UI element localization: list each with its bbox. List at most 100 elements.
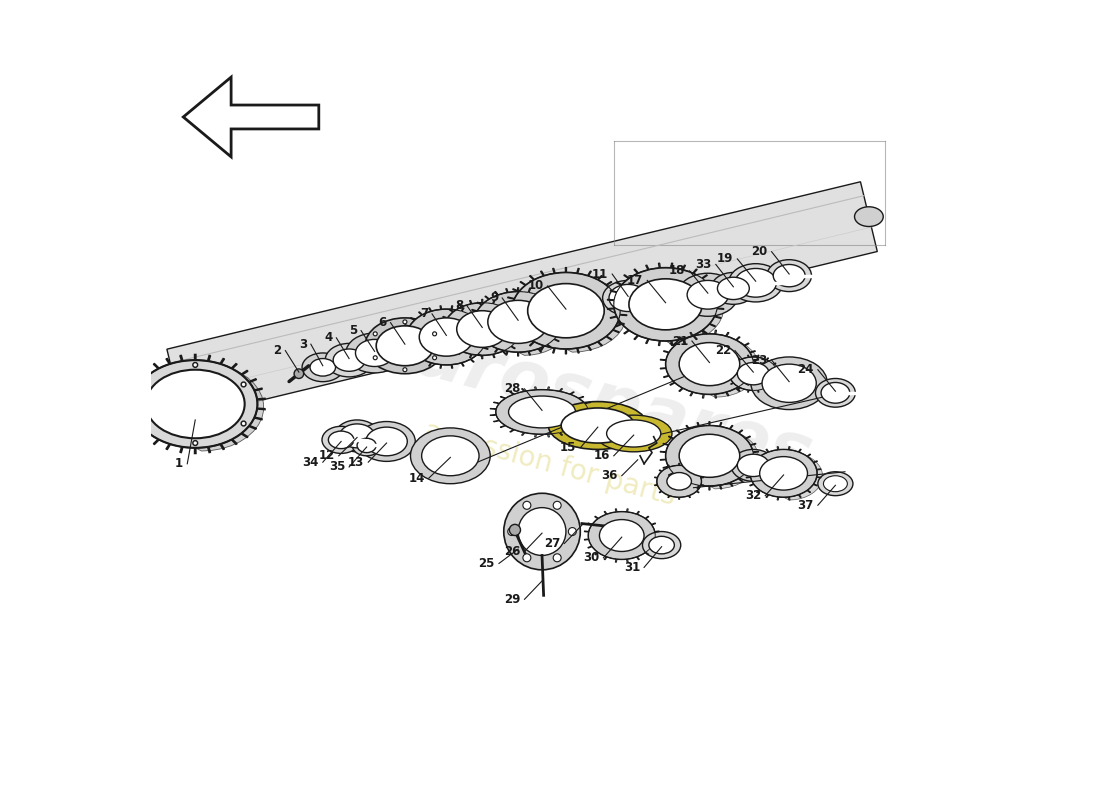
Polygon shape <box>565 273 626 352</box>
Ellipse shape <box>735 269 777 297</box>
Text: 22: 22 <box>715 344 732 357</box>
Ellipse shape <box>322 426 361 454</box>
Text: 2: 2 <box>273 344 282 357</box>
Circle shape <box>403 368 407 372</box>
Ellipse shape <box>340 424 375 448</box>
Ellipse shape <box>528 284 604 338</box>
Circle shape <box>522 554 531 562</box>
Circle shape <box>403 320 407 324</box>
Ellipse shape <box>358 438 376 453</box>
Ellipse shape <box>728 264 783 302</box>
Text: 25: 25 <box>478 557 495 570</box>
Ellipse shape <box>606 420 661 447</box>
Ellipse shape <box>549 402 647 450</box>
Ellipse shape <box>609 285 647 311</box>
Ellipse shape <box>751 357 827 410</box>
Ellipse shape <box>355 339 394 366</box>
Ellipse shape <box>614 268 717 341</box>
Circle shape <box>144 421 150 426</box>
Text: 13: 13 <box>348 456 364 469</box>
Polygon shape <box>518 291 569 355</box>
Ellipse shape <box>767 260 812 291</box>
Ellipse shape <box>855 206 883 226</box>
Polygon shape <box>710 334 759 398</box>
Ellipse shape <box>588 512 656 559</box>
Ellipse shape <box>773 265 805 286</box>
Circle shape <box>432 332 437 336</box>
Ellipse shape <box>456 310 508 347</box>
Text: 30: 30 <box>583 551 600 564</box>
Text: a passion for parts: a passion for parts <box>421 417 679 511</box>
Text: 15: 15 <box>560 442 576 454</box>
Text: 37: 37 <box>798 498 814 512</box>
Text: 6: 6 <box>378 316 386 329</box>
Ellipse shape <box>657 466 702 498</box>
Ellipse shape <box>732 450 775 482</box>
Circle shape <box>569 527 576 535</box>
Text: 21: 21 <box>672 334 688 347</box>
Circle shape <box>553 554 561 562</box>
Ellipse shape <box>329 431 354 449</box>
Ellipse shape <box>688 281 728 309</box>
Ellipse shape <box>333 349 365 371</box>
Text: 31: 31 <box>624 561 640 574</box>
Ellipse shape <box>366 427 407 456</box>
Text: 28: 28 <box>504 382 520 395</box>
Ellipse shape <box>629 279 702 330</box>
Ellipse shape <box>737 362 769 385</box>
Ellipse shape <box>717 278 749 299</box>
Ellipse shape <box>474 291 562 352</box>
Circle shape <box>373 356 377 360</box>
Ellipse shape <box>358 422 416 462</box>
Ellipse shape <box>666 426 754 486</box>
Text: 19: 19 <box>717 252 734 266</box>
Polygon shape <box>184 77 319 157</box>
Ellipse shape <box>649 536 674 554</box>
Ellipse shape <box>302 353 343 382</box>
Circle shape <box>522 502 531 510</box>
Ellipse shape <box>487 300 549 343</box>
Ellipse shape <box>711 273 756 304</box>
Ellipse shape <box>679 342 739 386</box>
Ellipse shape <box>613 522 627 533</box>
Ellipse shape <box>824 476 847 492</box>
Ellipse shape <box>729 357 778 390</box>
Ellipse shape <box>365 318 444 374</box>
Ellipse shape <box>334 420 379 452</box>
Ellipse shape <box>750 450 817 498</box>
Ellipse shape <box>595 415 672 452</box>
Text: 20: 20 <box>751 246 768 258</box>
Ellipse shape <box>407 309 486 365</box>
Circle shape <box>504 494 581 570</box>
Ellipse shape <box>421 436 478 476</box>
Polygon shape <box>195 360 264 451</box>
Circle shape <box>508 527 516 535</box>
Circle shape <box>192 362 198 367</box>
Text: 1: 1 <box>175 458 184 470</box>
Circle shape <box>553 502 561 510</box>
Text: 18: 18 <box>669 264 685 278</box>
Text: 34: 34 <box>302 456 319 469</box>
Text: eurospares: eurospares <box>361 307 820 493</box>
Ellipse shape <box>133 360 257 448</box>
Circle shape <box>241 382 246 387</box>
Text: 8: 8 <box>455 299 463 313</box>
Ellipse shape <box>815 378 856 407</box>
Ellipse shape <box>600 519 645 551</box>
Text: 5: 5 <box>349 324 358 337</box>
Ellipse shape <box>410 428 491 484</box>
Ellipse shape <box>666 334 754 394</box>
Polygon shape <box>783 450 823 500</box>
Ellipse shape <box>444 302 520 355</box>
Polygon shape <box>167 182 878 419</box>
Ellipse shape <box>762 364 816 402</box>
Polygon shape <box>666 268 724 344</box>
Text: 33: 33 <box>695 258 712 271</box>
Circle shape <box>509 524 520 535</box>
Circle shape <box>373 332 377 336</box>
Ellipse shape <box>146 370 244 438</box>
Text: 16: 16 <box>593 450 609 462</box>
Circle shape <box>432 356 437 360</box>
Ellipse shape <box>561 408 635 443</box>
Ellipse shape <box>310 358 336 376</box>
